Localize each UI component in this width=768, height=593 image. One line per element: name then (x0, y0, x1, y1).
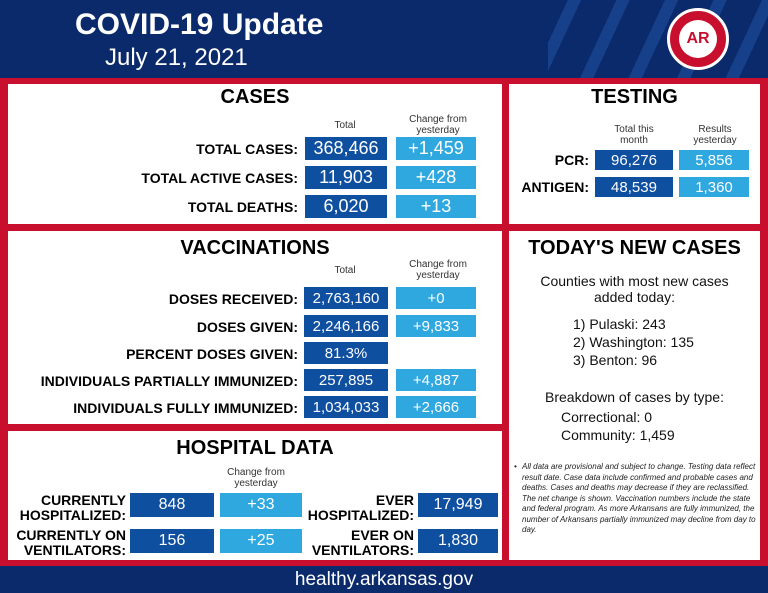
footer-url[interactable]: healthy.arkansas.gov (0, 566, 768, 593)
hospital-panel: HOSPITAL DATA Change from yesterday CURR… (8, 431, 502, 560)
antigen-total: 48,539 (595, 177, 673, 197)
total-deaths-change: +13 (396, 195, 476, 218)
new-cases-heading: TODAY'S NEW CASES (528, 237, 741, 259)
correctional-count: Correctional: 0 (561, 409, 653, 425)
counties-intro-line1: Counties with most new cases (540, 273, 729, 289)
county-1: 1) Pulaski: 243 (573, 316, 666, 332)
counties-intro-line2: added today: (594, 289, 675, 305)
cases-change-header: Change from yesterday (409, 114, 467, 136)
breakdown-title: Breakdown of cases by type: (545, 389, 724, 405)
total-deaths-value: 6,020 (305, 195, 387, 218)
active-cases-value: 11,903 (305, 166, 387, 189)
page-title: COVID-19 Update (75, 8, 324, 41)
currently-hospitalized-line1: CURRENTLY (40, 492, 126, 508)
doses-given-label: DOSES GIVEN: (196, 319, 298, 335)
total-deaths-label: TOTAL DEATHS: (187, 199, 298, 215)
fully-immunized-change: +2,666 (396, 396, 476, 418)
total-cases-label: TOTAL CASES: (196, 141, 298, 157)
cases-panel: CASES Total Change from yesterday TOTAL … (8, 84, 502, 224)
ever-hospitalized-label: EVER HOSPITALIZED: (304, 493, 414, 523)
ever-hospitalized-value: 17,949 (418, 493, 498, 517)
antigen-results: 1,360 (679, 177, 749, 197)
doses-received-value: 2,763,160 (304, 287, 388, 309)
ever-ventilators-line1: EVER ON (350, 527, 414, 543)
currently-ventilators-line2: VENTILATORS: (23, 542, 126, 558)
testing-total-header: Total this month (614, 124, 654, 146)
fully-immunized-value: 1,034,033 (304, 396, 388, 418)
total-cases-change: +1,459 (396, 137, 476, 160)
pcr-total: 96,276 (595, 150, 673, 170)
doses-given-change: +9,833 (396, 315, 476, 337)
percent-doses-value: 81.3% (304, 342, 388, 364)
data-notes: All data are provisional and subject to … (514, 462, 760, 536)
hospital-change-header: Change from yesterday (227, 467, 285, 489)
total-cases-value: 368,466 (305, 137, 387, 160)
fully-immunized-label: INDIVIDUALS FULLY IMMUNIZED: (73, 400, 298, 416)
county-3: 3) Benton: 96 (573, 352, 658, 368)
ever-ventilators-value: 1,830 (418, 529, 498, 553)
logo-mark: AR (679, 20, 717, 58)
testing-results-header: Results yesterday (693, 124, 737, 146)
partially-immunized-value: 257,895 (304, 369, 388, 391)
vacc-total-header: Total (334, 265, 356, 276)
active-cases-label: TOTAL ACTIVE CASES: (141, 170, 298, 186)
testing-panel: TESTING Total this month Results yesterd… (509, 84, 760, 224)
hospital-heading: HOSPITAL DATA (176, 437, 334, 459)
pcr-label: PCR: (554, 152, 589, 168)
community-count: Community: 1,459 (561, 427, 675, 443)
ever-hospitalized-line2: HOSPITALIZED: (307, 507, 414, 523)
doses-received-change: +0 (396, 287, 476, 309)
partially-immunized-change: +4,887 (396, 369, 476, 391)
report-date: July 21, 2021 (105, 44, 248, 71)
ever-hospitalized-line1: EVER (375, 492, 414, 508)
antigen-label: ANTIGEN: (521, 179, 589, 195)
currently-hospitalized-value: 848 (130, 493, 214, 517)
vaccinations-heading: VACCINATIONS (180, 237, 330, 259)
ever-ventilators-label: EVER ON VENTILATORS: (304, 528, 414, 558)
cases-total-header: Total (334, 120, 356, 131)
doses-received-label: DOSES RECEIVED: (168, 291, 298, 307)
cases-heading: CASES (220, 86, 290, 108)
currently-hospitalized-change: +33 (220, 493, 302, 517)
currently-ventilators-value: 156 (130, 529, 214, 553)
header-stripes (548, 0, 768, 78)
currently-ventilators-change: +25 (220, 529, 302, 553)
active-cases-change: +428 (396, 166, 476, 189)
currently-ventilators-line1: CURRENTLY ON (16, 527, 126, 543)
doses-given-value: 2,246,166 (304, 315, 388, 337)
currently-hospitalized-label: CURRENTLY HOSPITALIZED: (8, 493, 126, 523)
vacc-change-header: Change from yesterday (409, 259, 467, 281)
header-banner: COVID-19 Update July 21, 2021 AR (0, 0, 768, 78)
ever-ventilators-line2: VENTILATORS: (311, 542, 414, 558)
currently-hospitalized-line2: HOSPITALIZED: (19, 507, 126, 523)
currently-ventilators-label: CURRENTLY ON VENTILATORS: (8, 528, 126, 558)
partially-immunized-label: INDIVIDUALS PARTIALLY IMMUNIZED: (40, 373, 298, 389)
percent-doses-label: PERCENT DOSES GIVEN: (126, 346, 298, 362)
vaccinations-panel: VACCINATIONS Total Change from yesterday… (8, 231, 502, 424)
pcr-results: 5,856 (679, 150, 749, 170)
arkansas-health-logo: AR (667, 8, 729, 70)
testing-heading: TESTING (591, 86, 678, 108)
county-2: 2) Washington: 135 (573, 334, 694, 350)
